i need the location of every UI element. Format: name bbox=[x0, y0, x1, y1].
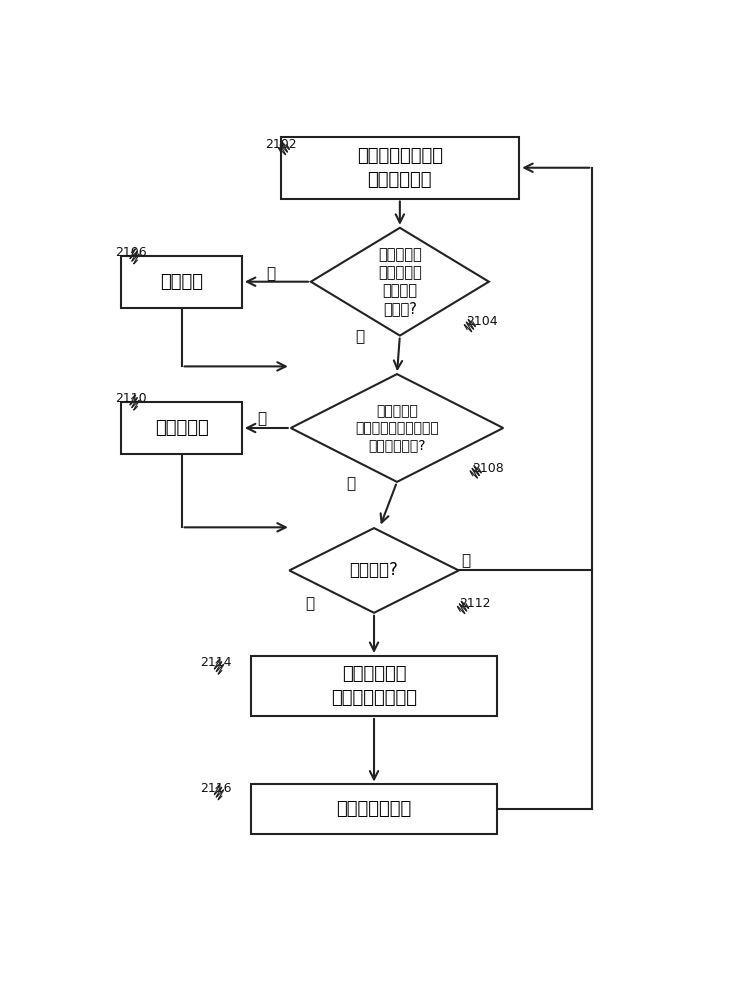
Text: 功率去门控: 功率去门控 bbox=[155, 419, 208, 437]
Text: 功率门控: 功率门控 bbox=[160, 273, 203, 291]
FancyBboxPatch shape bbox=[281, 137, 519, 199]
Text: 是: 是 bbox=[305, 596, 314, 611]
Text: 否: 否 bbox=[462, 553, 471, 568]
FancyBboxPatch shape bbox=[122, 402, 242, 454]
Text: 是: 是 bbox=[257, 411, 267, 426]
Text: 2110: 2110 bbox=[116, 392, 147, 405]
Text: 在低使用率
窗口内并在
功率门控
边界上?: 在低使用率 窗口内并在 功率门控 边界上? bbox=[378, 247, 422, 316]
FancyBboxPatch shape bbox=[250, 656, 497, 716]
Text: 2106: 2106 bbox=[116, 246, 147, 259]
FancyBboxPatch shape bbox=[122, 256, 242, 308]
Text: 2116: 2116 bbox=[201, 782, 232, 795]
Text: 2102: 2102 bbox=[265, 138, 296, 151]
Text: 否: 否 bbox=[355, 330, 365, 345]
Text: 否: 否 bbox=[347, 476, 356, 491]
Polygon shape bbox=[290, 374, 503, 482]
Polygon shape bbox=[311, 228, 489, 336]
Text: 2104: 2104 bbox=[466, 315, 497, 328]
Polygon shape bbox=[289, 528, 459, 613]
Text: 2112: 2112 bbox=[459, 597, 491, 610]
Text: 移动到下一个帧: 移动到下一个帧 bbox=[336, 800, 412, 818]
Text: 读取使用率计数器
读取状态信息: 读取使用率计数器 读取状态信息 bbox=[357, 147, 443, 189]
Text: 在低使用率
窗口结束附近并在功率
去门控边界上?: 在低使用率 窗口结束附近并在功率 去门控边界上? bbox=[355, 404, 439, 452]
FancyBboxPatch shape bbox=[250, 784, 497, 834]
Text: 记录完成帧的
使用率和状态概况: 记录完成帧的 使用率和状态概况 bbox=[331, 665, 417, 707]
Text: 2114: 2114 bbox=[201, 656, 232, 669]
Text: 2108: 2108 bbox=[471, 462, 503, 475]
Text: 帧的结束?: 帧的结束? bbox=[350, 561, 399, 579]
Text: 是: 是 bbox=[266, 266, 275, 282]
